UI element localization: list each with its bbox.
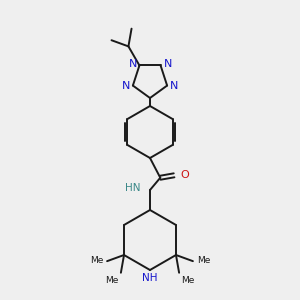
Text: HN: HN bbox=[124, 183, 140, 193]
Text: Me: Me bbox=[197, 256, 210, 265]
Text: N: N bbox=[122, 81, 130, 91]
Text: NH: NH bbox=[142, 273, 158, 283]
Text: Me: Me bbox=[181, 276, 194, 285]
Text: Me: Me bbox=[106, 276, 119, 285]
Text: Me: Me bbox=[90, 256, 103, 265]
Text: O: O bbox=[180, 170, 189, 180]
Text: N: N bbox=[164, 59, 172, 69]
Text: N: N bbox=[129, 59, 137, 69]
Text: N: N bbox=[170, 81, 178, 91]
